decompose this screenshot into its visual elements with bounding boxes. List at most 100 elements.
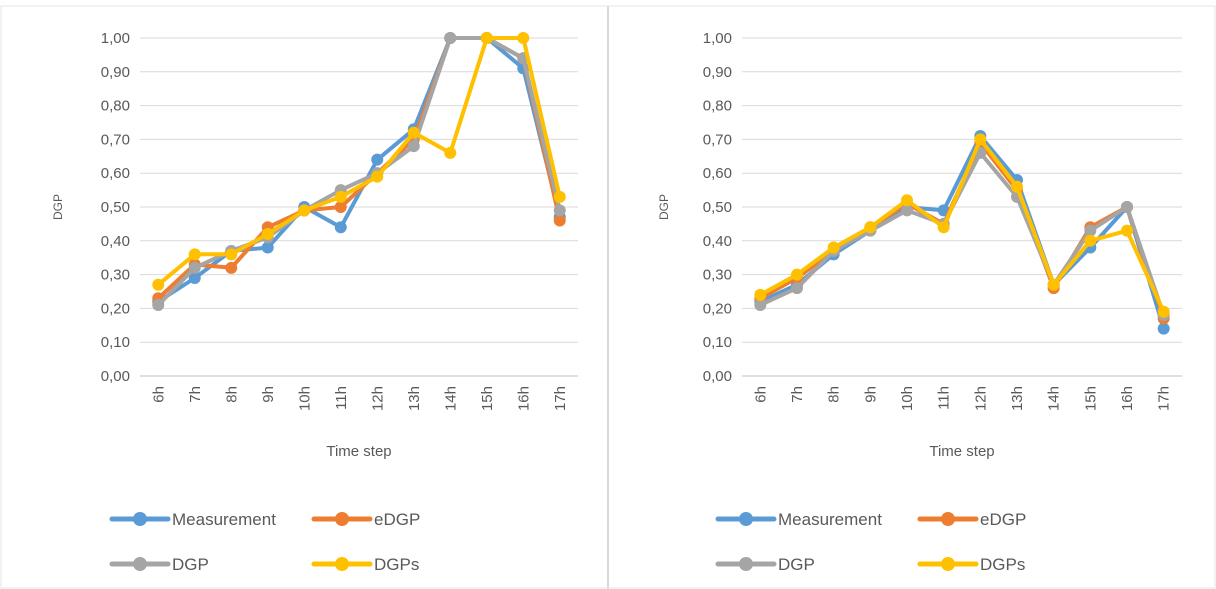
chart2-y-tick-label: 0,80 [703,98,732,115]
chart1-x-tick-label: 9h [260,386,277,403]
chart1-x-tick-label: 7h [187,386,204,403]
chart2-x-tick-label: 9h [862,386,879,403]
chart2-x-axis-label: Time step [929,443,994,460]
chart1-data-point-dgps [152,278,165,291]
chart1-data-point-dgps [334,190,347,203]
chart1-data-point-dgps [261,228,274,241]
chart2-y-tick-label: 0,90 [703,64,732,81]
chart1-data-point-edgp [225,261,238,274]
chart1-y-tick-label: 0,70 [101,131,130,148]
chart2-data-point-dgps [827,241,840,254]
chart1-x-tick-label: 10h [296,386,313,411]
chart2-x-tick-label: 6h [752,386,769,403]
chart2-legend-label: DGP [778,555,815,574]
chart2-x-tick-label: 15h [1082,386,1099,411]
chart1-x-tick-label: 13h [406,386,423,411]
chart2-legend-label: eDGP [980,510,1026,529]
chart1-data-point-dgps [444,146,457,159]
chart2-y-tick-label: 0,50 [703,199,732,216]
chart1-y-tick-label: 1,00 [101,30,130,47]
chart1-data-point-dgps [407,126,420,139]
chart1-data-point-dgp [553,204,566,217]
chart2-y-tick-label: 0,70 [703,131,732,148]
chart1-legend-label: Measurement [172,510,276,529]
chart2-data-point-dgp [901,204,913,217]
chart2-legend-swatch-marker [739,512,753,526]
chart2-data-point-dgps [791,268,803,281]
chart1-data-point-dgps [298,204,311,217]
chart1-x-tick-label: 11h [333,386,350,410]
chart1-y-tick-label: 0,40 [101,233,130,250]
chart1-data-point-dgps [517,32,530,44]
chart2-x-tick-label: 16h [1119,386,1136,411]
chart2-x-tick-label: 17h [1156,386,1173,411]
chart1-y-tick-label: 0,90 [101,64,130,81]
chart2-data-point-dgps [1157,305,1170,318]
chart1-legend-label: eDGP [374,510,420,529]
chart2-legend-swatch-marker [941,512,955,526]
chart2-legend-label: Measurement [778,510,882,529]
chart2-data-point-dgps [901,194,913,207]
chart1-y-tick-label: 0,30 [101,267,130,284]
chart1-x-tick-label: 16h [515,386,532,411]
chart1-y-tick-label: 0,10 [101,334,130,351]
chart1-x-tick-label: 6h [150,386,167,403]
chart1-y-tick-label: 0,60 [101,165,130,182]
chart1-y-tick-label: 0,80 [101,98,130,115]
chart1-x-tick-label: 8h [223,386,240,403]
chart2-data-point-dgps [754,288,767,301]
chart2-data-point-dgps [974,133,987,146]
chart1-data-point-edgp [553,214,566,227]
chart1-data-point-dgps [553,190,566,203]
chart2-series-line-dgps [758,137,1166,314]
chart1-data-point-measurement [371,153,384,166]
chart1-data-point-measurement [261,241,274,254]
chart2-x-tick-label: 11h [936,386,953,410]
chart2-data-point-dgp [1121,201,1133,213]
chart2-y-tick-label: 0,00 [703,368,732,385]
chart1-series-line-measurement [156,36,562,304]
chart2-legend-swatch-marker [739,557,753,571]
chart1-data-point-measurement [188,271,201,284]
chart2-y-tick-label: 1,00 [703,30,732,47]
chart1-data-point-measurement [334,221,347,234]
chart1-data-point-dgp [188,261,201,274]
chart1-data-point-dgps [480,32,493,44]
chart2-y-tick-label: 0,10 [703,334,732,351]
chart2-x-tick-label: 14h [1046,386,1063,411]
chart2-y-tick-label: 0,40 [703,233,732,250]
chart2-data-point-dgps [1121,224,1133,237]
chart1-x-tick-label: 17h [552,386,569,411]
chart2-y-tick-label: 0,20 [703,300,732,317]
chart2-x-tick-label: 7h [789,386,806,403]
chart1-data-point-dgp [152,299,165,312]
chart1-y-tick-label: 0,20 [101,300,130,317]
chart1-x-tick-label: 15h [479,386,496,411]
chart2-data-point-dgp [754,299,767,312]
chart1-x-axis-label: Time step [326,443,391,460]
chart1-data-point-dgps [225,248,238,261]
chart1-legend-swatch-marker [335,512,349,526]
chart1-x-tick-label: 12h [369,386,386,411]
chart2-data-point-dgps [1084,234,1097,247]
chart2-y-tick-label: 0,30 [703,267,732,284]
chart1-series-line-dgps [156,36,562,287]
chart1-legend-swatch-marker [335,557,349,571]
chart1-data-point-edgp [334,201,347,213]
chart2-data-point-dgps [937,221,950,234]
chart2-legend-label: DGPs [980,555,1025,574]
chart1-y-axis-label: DGP [51,194,65,220]
chart1-data-point-dgp [444,32,457,44]
chart2-x-tick-label: 10h [899,386,916,411]
chart1-y-tick-label: 0,50 [101,199,130,216]
chart1-data-point-dgps [371,170,384,183]
chart2-series-line-measurement [758,134,1166,331]
chart1-y-tick-label: 0,00 [101,368,130,385]
chart1-legend-label: DGP [172,555,209,574]
chart2-data-point-dgp [1084,224,1097,237]
chart2-data-point-dgp [791,282,803,295]
chart1-legend-swatch-marker [133,557,147,571]
chart1-data-point-dgps [188,248,201,261]
